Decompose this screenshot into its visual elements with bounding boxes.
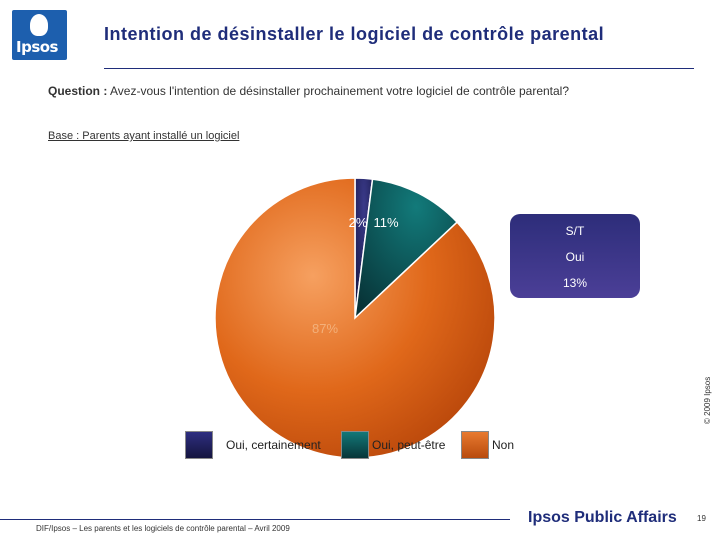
footer-text: DIF/Ipsos – Les parents et les logiciels… bbox=[36, 524, 290, 533]
brand-name: Ipsos Public Affairs bbox=[528, 509, 677, 526]
legend-label-non: Non bbox=[492, 438, 515, 452]
summary-box: S/T Oui 13% bbox=[510, 214, 640, 298]
base-note: Base : Parents ayant installé un logicie… bbox=[48, 130, 240, 142]
question-label: Question : bbox=[48, 84, 108, 98]
pie-label-oui-certainement: 2% bbox=[349, 215, 368, 230]
logo-head-icon bbox=[30, 14, 48, 36]
summary-line-oui: Oui bbox=[565, 250, 585, 264]
footer-divider bbox=[0, 519, 510, 520]
legend-label-oui-peut-etre: Oui, peut-être bbox=[372, 438, 446, 452]
pie-slice-non bbox=[214, 177, 496, 459]
title-divider bbox=[104, 68, 694, 69]
legend-swatch-oui-certainement bbox=[185, 431, 213, 459]
pie-label-non: 87% bbox=[312, 321, 338, 336]
summary-line-st: S/T bbox=[565, 224, 585, 238]
ipsos-logo: Ipsos bbox=[12, 10, 67, 60]
question-text: Avez-vous l'intention de désinstaller pr… bbox=[110, 84, 570, 98]
pie-label-oui-peut-etre: 11% bbox=[373, 215, 398, 230]
copyright: © 2009 Ipsos bbox=[703, 376, 712, 424]
page-title: Intention de désinstaller le logiciel de… bbox=[104, 24, 605, 44]
question: Question : Avez-vous l'intention de dési… bbox=[48, 84, 569, 98]
legend-label-oui-certainement: Oui, certainement bbox=[226, 438, 321, 452]
logo-text: Ipsos bbox=[16, 38, 58, 56]
legend-swatch-oui-peut-etre bbox=[341, 431, 369, 459]
summary-line-value: 13% bbox=[562, 276, 588, 290]
page-number: 19 bbox=[697, 514, 706, 523]
pie-slice-oui-peut-etre bbox=[353, 178, 459, 320]
legend-swatch-non bbox=[461, 431, 489, 459]
